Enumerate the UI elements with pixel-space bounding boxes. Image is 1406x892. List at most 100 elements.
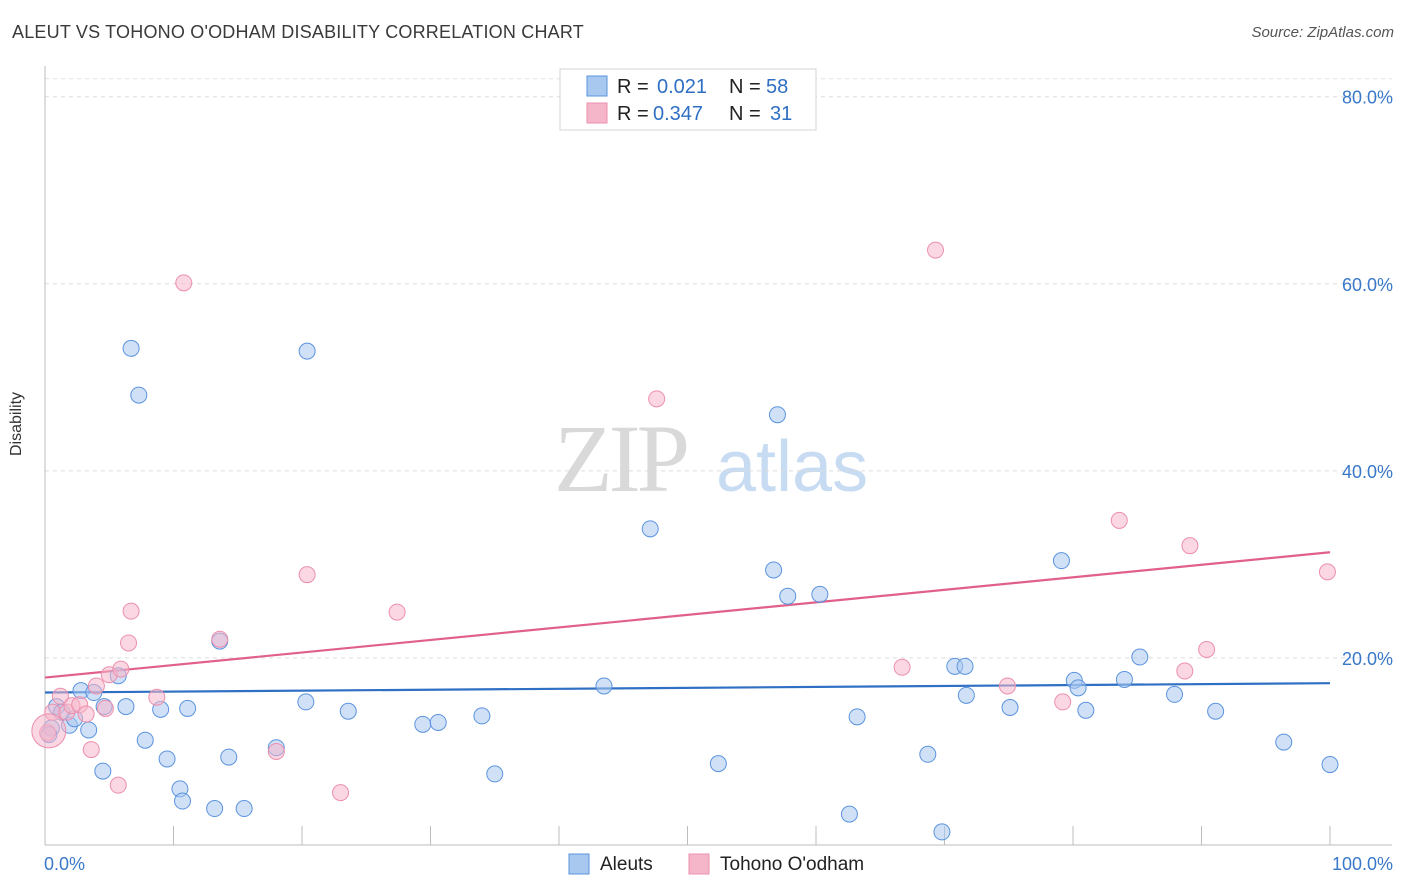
point-tohono	[332, 784, 350, 802]
legend-r-label-aleuts: R =	[617, 76, 649, 98]
point-cluster-origin	[31, 713, 67, 749]
point-tohono	[77, 705, 95, 723]
bottom-legend-label-aleuts: Aleuts	[600, 854, 653, 875]
point-aleuts	[173, 792, 191, 810]
y-tick-label: 40.0%	[1342, 462, 1393, 482]
point-tohono	[388, 603, 406, 621]
point-aleuts	[179, 699, 197, 717]
point-tohono	[51, 687, 69, 705]
point-aleuts	[1069, 679, 1087, 697]
point-aleuts	[641, 520, 659, 538]
legend-n-label-aleuts: N =	[729, 76, 761, 98]
legend-n-value-tohono: 31	[770, 103, 792, 125]
point-aleuts	[933, 823, 951, 841]
x-tick-label-max: 100.0%	[1332, 854, 1393, 874]
legend-n-label-tohono: N =	[729, 103, 761, 125]
y-tick-label: 60.0%	[1342, 275, 1393, 295]
point-aleuts	[94, 762, 112, 780]
point-aleuts	[117, 698, 135, 716]
point-aleuts	[779, 587, 797, 605]
point-aleuts	[1131, 648, 1149, 666]
point-tohono	[648, 390, 666, 408]
point-aleuts	[919, 745, 937, 763]
point-aleuts	[595, 677, 613, 695]
point-tohono	[1198, 641, 1216, 659]
point-aleuts	[1115, 670, 1133, 688]
point-aleuts	[1321, 756, 1339, 774]
point-aleuts	[414, 715, 432, 733]
bottom-legend-label-tohono: Tohono O'odham	[720, 854, 864, 875]
point-tohono	[112, 660, 130, 678]
chart-title: ALEUT VS TOHONO O'ODHAM DISABILITY CORRE…	[12, 22, 584, 42]
point-aleuts	[1077, 701, 1095, 719]
legend-swatch-tohono	[586, 102, 608, 124]
point-tohono	[927, 241, 945, 259]
point-tohono	[175, 274, 193, 292]
grid	[45, 78, 1392, 659]
point-aleuts	[1052, 552, 1070, 570]
trend-lines	[44, 551, 1331, 694]
point-aleuts	[486, 765, 504, 783]
point-aleuts	[768, 406, 786, 424]
point-aleuts	[298, 342, 316, 360]
point-tohono	[1176, 662, 1194, 680]
bottom-legend: Aleuts Tohono O'odham	[568, 853, 864, 875]
point-tohono	[1110, 511, 1128, 529]
point-aleuts	[709, 755, 727, 773]
axes: 20.0% 40.0% 60.0% 80.0% 0.0% 100.0%	[44, 66, 1393, 874]
point-tohono	[1054, 693, 1072, 711]
point-tohono	[998, 677, 1016, 695]
point-aleuts	[840, 805, 858, 823]
y-tick-label: 80.0%	[1342, 88, 1393, 108]
point-aleuts	[220, 748, 238, 766]
point-tohono	[211, 630, 229, 648]
point-aleuts	[848, 708, 866, 726]
bottom-legend-swatch-aleuts	[568, 853, 590, 875]
point-aleuts	[1001, 699, 1019, 717]
point-aleuts	[957, 686, 975, 704]
point-tohono	[120, 634, 138, 652]
legend-n-value-aleuts: 58	[766, 76, 788, 98]
source-label: Source: ZipAtlas.com	[1251, 24, 1394, 41]
trend-line-aleuts	[44, 682, 1331, 694]
point-aleuts	[1275, 733, 1293, 751]
point-aleuts	[956, 657, 974, 675]
data-points	[31, 241, 1339, 841]
point-tohono	[109, 776, 127, 794]
point-tohono	[122, 602, 140, 620]
point-aleuts	[811, 585, 829, 603]
point-aleuts	[429, 713, 447, 731]
legend-swatch-aleuts	[586, 75, 608, 97]
x-tick-label-min: 0.0%	[44, 854, 85, 874]
point-aleuts	[80, 721, 98, 739]
point-aleuts	[206, 800, 224, 818]
point-tohono	[87, 677, 105, 695]
point-tohono	[1318, 563, 1336, 581]
point-aleuts	[765, 561, 783, 579]
point-tohono	[893, 658, 911, 676]
point-aleuts	[473, 707, 491, 725]
legend-r-value-aleuts: 0.021	[657, 76, 707, 98]
point-aleuts	[136, 731, 154, 749]
legend: R = 0.021 N = 58 R = 0.347 N = 31	[559, 68, 817, 131]
point-tohono	[298, 566, 316, 584]
point-tohono	[96, 699, 114, 717]
y-tick-label: 20.0%	[1342, 649, 1393, 669]
point-tohono	[1181, 537, 1199, 555]
bottom-legend-swatch-tohono	[688, 853, 710, 875]
point-aleuts	[1207, 702, 1225, 720]
trend-line-tohono	[44, 551, 1331, 679]
point-aleuts	[339, 702, 357, 720]
point-aleuts	[130, 386, 148, 404]
watermark-zip: ZIP	[554, 405, 687, 512]
point-aleuts	[1166, 685, 1184, 703]
point-aleuts	[122, 339, 140, 357]
point-tohono	[267, 742, 285, 760]
point-aleuts	[158, 750, 176, 768]
point-tohono	[148, 688, 166, 706]
point-aleuts	[297, 693, 315, 711]
point-aleuts	[235, 800, 253, 818]
point-tohono	[82, 741, 100, 759]
watermark-atlas: atlas	[716, 427, 868, 507]
